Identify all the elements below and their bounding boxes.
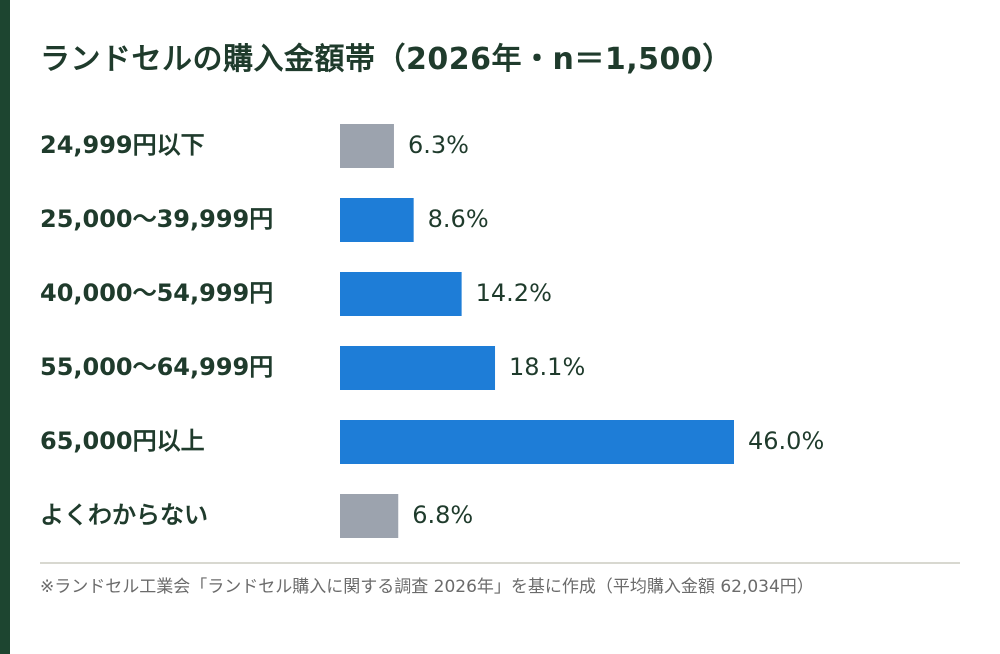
value-label: 46.0% [748, 427, 824, 455]
value-label: 6.8% [412, 501, 473, 529]
source-footnote: ※ランドセル工業会「ランドセル購入に関する調査 2026年」を基に作成（平均購入… [40, 577, 814, 597]
bar-chart: 24,999円以下 6.3% 25,000〜39,999円 8.6% 40,000〜54… [40, 124, 824, 538]
footer-divider [40, 562, 960, 564]
value-label: 14.2% [476, 279, 552, 307]
bar [340, 420, 734, 464]
value-label: 6.3% [408, 131, 469, 159]
left-accent-strip [0, 0, 10, 654]
bar [340, 198, 414, 242]
bar [340, 124, 394, 168]
category-label: よくわからない [40, 501, 208, 529]
chart-title: ランドセルの購入金額帯（2026年・n＝1,500） [40, 42, 733, 77]
category-label: 25,000〜39,999円 [40, 205, 273, 233]
bar [340, 494, 399, 538]
category-label: 40,000〜54,999円 [40, 279, 273, 307]
bar [340, 272, 462, 316]
bar [340, 346, 496, 390]
value-label: 18.1% [509, 353, 585, 381]
value-label: 8.6% [428, 205, 489, 233]
category-label: 24,999円以下 [40, 131, 205, 159]
category-label: 55,000〜64,999円 [40, 353, 273, 381]
category-label: 65,000円以上 [40, 427, 205, 455]
